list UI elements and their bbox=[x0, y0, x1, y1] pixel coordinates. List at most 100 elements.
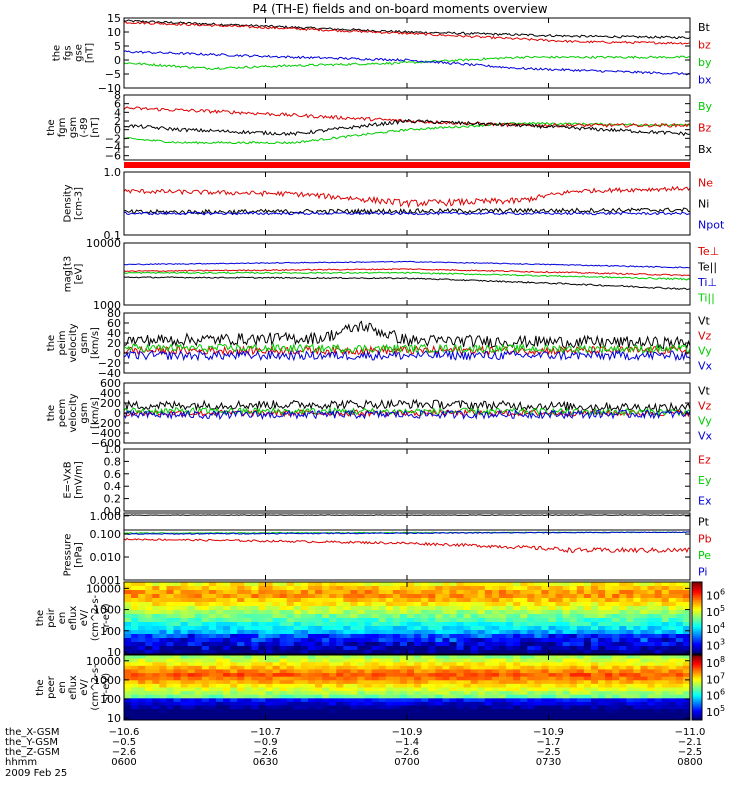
heatmap-cell-peer bbox=[520, 705, 528, 710]
heatmap-cell-peir bbox=[534, 602, 542, 607]
heatmap-cell-peer bbox=[159, 662, 167, 667]
heatmap-cell-peer bbox=[307, 680, 316, 685]
heatmap-cell-peir bbox=[159, 650, 167, 655]
heatmap-cell-peir bbox=[399, 618, 408, 623]
heatmap-cell-peer bbox=[208, 676, 217, 681]
heatmap-cell-peir bbox=[251, 646, 259, 651]
heatmap-cell-peer bbox=[258, 662, 266, 667]
heatmap-cell-peer bbox=[201, 709, 210, 714]
heatmap-cell-peir bbox=[456, 638, 465, 643]
heatmap-cell-peer bbox=[357, 691, 366, 696]
heatmap-cell-peir bbox=[201, 642, 210, 647]
heatmap-cell-peer bbox=[159, 676, 167, 681]
heatmap-cell-peer bbox=[456, 655, 465, 660]
heatmap-cell-peer bbox=[647, 694, 656, 699]
heatmap-cell-peir bbox=[682, 626, 691, 631]
heatmap-cell-peir bbox=[647, 582, 656, 587]
heatmap-cell-peir bbox=[647, 614, 656, 619]
heatmap-cell-peir bbox=[513, 606, 521, 611]
heatmap-cell-peir bbox=[612, 586, 620, 591]
heatmap-cell-peer bbox=[180, 676, 189, 681]
heatmap-cell-peir bbox=[357, 598, 366, 603]
ylabel-peem: the bbox=[46, 405, 57, 421]
heatmap-cell-peir bbox=[562, 650, 571, 655]
ytick-label-efield: 0.6 bbox=[104, 468, 122, 481]
heatmap-cell-peir bbox=[350, 602, 358, 607]
heatmap-cell-peer bbox=[477, 705, 486, 710]
heatmap-cell-peer bbox=[456, 705, 465, 710]
heatmap-cell-peer bbox=[272, 701, 281, 707]
heatmap-cell-peer bbox=[237, 701, 245, 707]
heatmap-cell-peir bbox=[548, 630, 557, 635]
heatmap-cell-peer bbox=[343, 658, 351, 663]
heatmap-cell-peer bbox=[166, 665, 175, 670]
ytick-label-fgm: 0 bbox=[114, 124, 121, 137]
heatmap-cell-peer bbox=[251, 680, 259, 685]
heatmap-cell-peer bbox=[357, 665, 366, 670]
heatmap-cell-peir bbox=[173, 598, 182, 603]
heatmap-cell-peir bbox=[506, 626, 514, 631]
heatmap-cell-peer bbox=[166, 680, 175, 685]
heatmap-cell-peer bbox=[654, 673, 663, 678]
heatmap-cell-peir bbox=[145, 582, 153, 587]
heatmap-cell-peer bbox=[484, 716, 493, 721]
heatmap-cell-peir bbox=[520, 594, 528, 599]
heatmap-cell-peir bbox=[166, 606, 175, 611]
heatmap-cell-peir bbox=[654, 602, 663, 607]
heatmap-cell-peer bbox=[392, 705, 401, 710]
heatmap-cell-peer bbox=[513, 705, 521, 710]
heatmap-cell-peer bbox=[463, 687, 472, 692]
heatmap-cell-peer bbox=[520, 683, 528, 688]
heatmap-cell-peer bbox=[491, 716, 500, 721]
heatmap-cell-peer bbox=[548, 712, 557, 717]
heatmap-cell-peir bbox=[399, 634, 408, 639]
heatmap-cell-peir bbox=[506, 650, 514, 655]
heatmap-cell-peir bbox=[180, 582, 189, 587]
heatmap-cell-peir bbox=[491, 626, 500, 631]
heatmap-cell-peer bbox=[244, 694, 252, 699]
heatmap-cell-peir bbox=[654, 630, 663, 635]
heatmap-cell-peer bbox=[491, 701, 500, 707]
heatmap-cell-peer bbox=[300, 683, 309, 688]
heatmap-cell-peer bbox=[145, 716, 153, 721]
heatmap-cell-peer bbox=[237, 698, 245, 703]
heatmap-cell-peir bbox=[633, 598, 641, 603]
colorbar-swatch-peir bbox=[692, 583, 702, 587]
heatmap-cell-peer bbox=[463, 665, 472, 670]
heatmap-cell-peir bbox=[513, 638, 521, 643]
heatmap-cell-peir bbox=[307, 638, 316, 643]
heatmap-cell-peir bbox=[612, 638, 620, 643]
heatmap-cell-peer bbox=[180, 687, 189, 692]
ylabel-group-efield: E=-VxB [mV/m] bbox=[63, 461, 85, 499]
heatmap-cell-peir bbox=[223, 642, 231, 647]
heatmap-cell-peer bbox=[590, 691, 599, 696]
heatmap-cell-peir bbox=[315, 606, 323, 611]
heatmap-cell-peir bbox=[498, 626, 507, 631]
heatmap-cell-peir bbox=[265, 582, 274, 587]
heatmap-cell-peer bbox=[145, 712, 153, 717]
ytick-label-peim: 0 bbox=[114, 347, 121, 360]
heatmap-cell-peir bbox=[569, 598, 578, 603]
heatmap-cell-peir bbox=[428, 638, 436, 643]
heatmap-cell-peer bbox=[506, 712, 514, 717]
heatmap-cell-peir bbox=[661, 622, 670, 627]
heatmap-cell-peer bbox=[159, 683, 167, 688]
heatmap-cell-peir bbox=[428, 646, 436, 651]
heatmap-cell-peer bbox=[392, 691, 401, 696]
heatmap-cell-peir bbox=[513, 626, 521, 631]
heatmap-cell-peir bbox=[442, 594, 450, 599]
heatmap-cell-peir bbox=[442, 582, 450, 587]
heatmap-cell-peer bbox=[463, 655, 472, 660]
heatmap-cell-peer bbox=[675, 687, 684, 692]
heatmap-cell-peir bbox=[244, 630, 252, 635]
heatmap-cell-peir bbox=[336, 598, 344, 603]
heatmap-cell-peir bbox=[315, 646, 323, 651]
heatmap-cell-peir bbox=[449, 582, 458, 587]
heatmap-cell-peir bbox=[343, 626, 351, 631]
heatmap-cell-peir bbox=[378, 602, 387, 607]
heatmap-cell-peer bbox=[449, 676, 458, 681]
heatmap-cell-peir bbox=[541, 602, 549, 607]
heatmap-cell-peir bbox=[201, 650, 210, 655]
heatmap-cell-peir bbox=[399, 610, 408, 615]
heatmap-cell-peer bbox=[527, 687, 535, 692]
